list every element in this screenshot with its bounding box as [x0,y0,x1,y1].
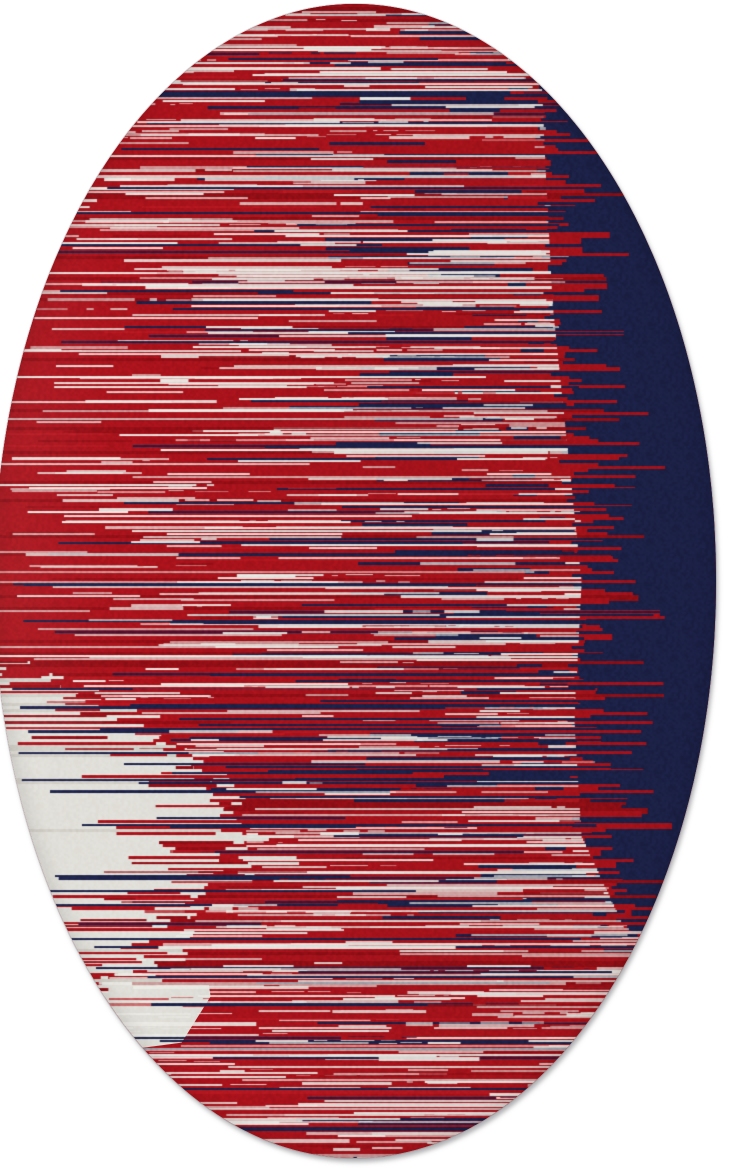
oval-rug [0,4,716,1158]
streak-pattern [0,4,716,1158]
rug-figure [0,4,716,1158]
